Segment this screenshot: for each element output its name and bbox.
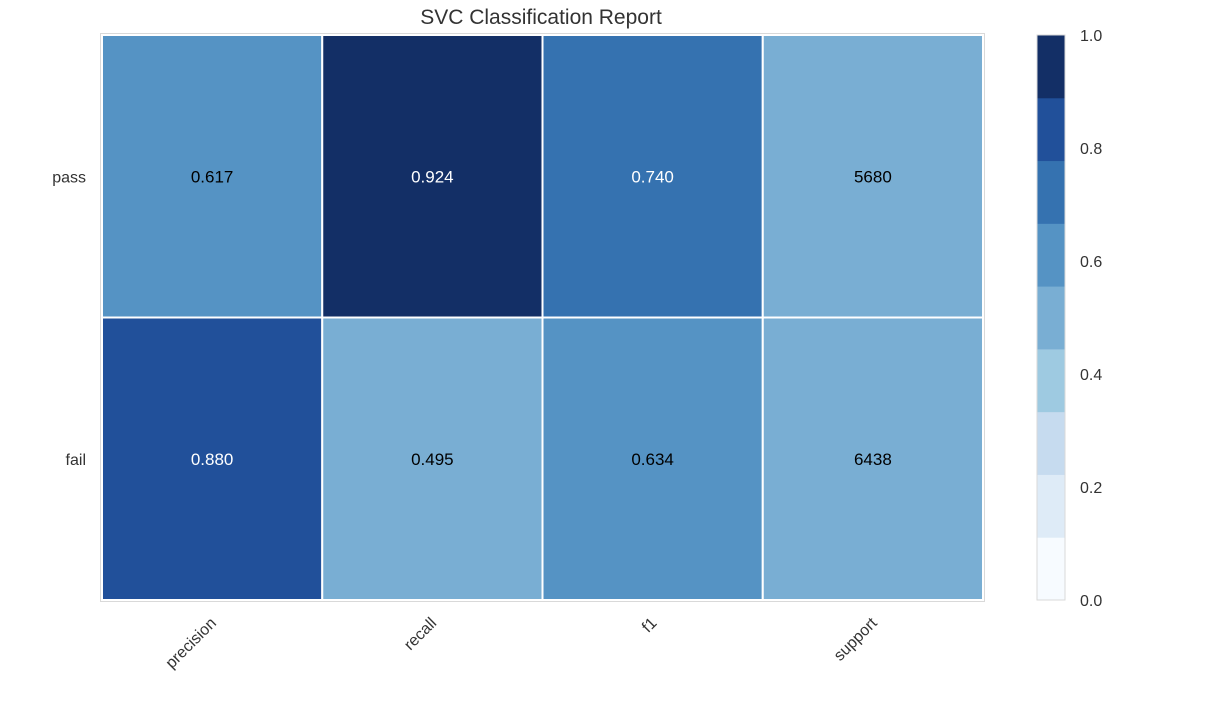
colorbar-segment-7 bbox=[1037, 97, 1065, 162]
cell-label-pass-support: 5680 bbox=[854, 167, 892, 186]
y-tick-label-pass: pass bbox=[52, 169, 86, 186]
colorbar-tick-label: 1.0 bbox=[1080, 28, 1102, 45]
colorbar-segment-2 bbox=[1037, 411, 1065, 475]
colorbar-frame bbox=[1036, 34, 1066, 601]
y-tick-label-fail: fail bbox=[66, 452, 86, 469]
colorbar-tick-label: 0.0 bbox=[1080, 593, 1102, 610]
colorbar-segment-1 bbox=[1037, 474, 1065, 538]
x-tick-label-recall: recall bbox=[401, 615, 440, 654]
cell-label-pass-recall: 0.924 bbox=[411, 167, 454, 186]
colorbar-segment-5 bbox=[1037, 223, 1065, 287]
colorbar-segment-3 bbox=[1037, 348, 1065, 413]
colorbar-segment-0 bbox=[1037, 537, 1065, 601]
heatmap-cell-fail-support bbox=[761, 316, 984, 601]
heatmap: 0.617 0.924 0.740 5680 0.880 0.495 0.634 6438 bbox=[100, 33, 985, 602]
heatmap-cell-pass-precision bbox=[101, 34, 324, 319]
colorbar-tick-label: 0.8 bbox=[1080, 141, 1102, 158]
heatmap-cell-fail-precision bbox=[101, 316, 324, 601]
colorbar: 0.0 0.2 0.4 0.6 0.8 1.0 bbox=[1036, 28, 1102, 610]
colorbar-segment-8 bbox=[1037, 35, 1065, 99]
heatmap-cell-fail-recall bbox=[321, 316, 544, 601]
heatmap-cell-pass-f1 bbox=[541, 34, 764, 319]
chart-title: SVC Classification Report bbox=[420, 6, 662, 29]
x-tick-label-f1: f1 bbox=[639, 615, 661, 637]
colorbar-tick-label: 0.4 bbox=[1080, 367, 1102, 384]
heatmap-cell-pass-support bbox=[761, 34, 984, 319]
cell-label-fail-recall: 0.495 bbox=[411, 450, 454, 469]
cell-label-fail-support: 6438 bbox=[854, 450, 892, 469]
cell-label-fail-f1: 0.634 bbox=[631, 450, 674, 469]
cell-label-pass-precision: 0.617 bbox=[191, 167, 234, 186]
heatmap-cell-fail-f1 bbox=[541, 316, 764, 601]
cell-label-pass-f1: 0.740 bbox=[631, 167, 674, 186]
colorbar-tick-label: 0.6 bbox=[1080, 254, 1102, 271]
x-tick-label-precision: precision bbox=[163, 615, 220, 672]
x-tick-label-support: support bbox=[831, 614, 881, 664]
colorbar-segment-4 bbox=[1037, 286, 1065, 350]
cell-label-fail-precision: 0.880 bbox=[191, 450, 234, 469]
heatmap-cell-pass-recall bbox=[321, 34, 544, 319]
colorbar-segment-6 bbox=[1037, 160, 1065, 224]
colorbar-tick-label: 0.2 bbox=[1080, 480, 1102, 497]
